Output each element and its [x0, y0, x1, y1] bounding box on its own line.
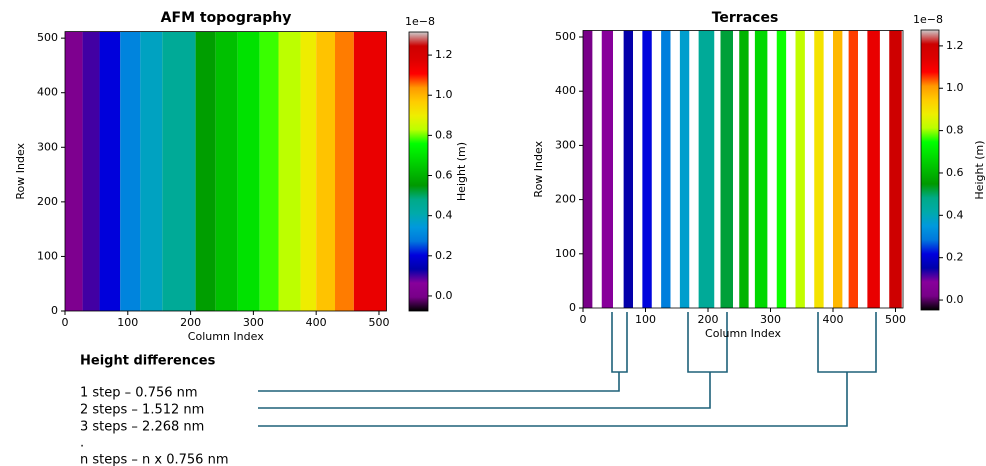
y-tick-label: 500 — [37, 31, 58, 44]
x-tick-label: 400 — [823, 313, 844, 326]
heatmap-band — [237, 31, 260, 311]
heatmap-band — [65, 31, 83, 311]
chart-title: Terraces — [712, 10, 779, 26]
heatmap-band — [195, 31, 216, 311]
y-tick-label: 400 — [555, 84, 576, 97]
heatmap-band — [776, 30, 787, 308]
note-line: . — [80, 436, 84, 451]
plot-frame — [64, 31, 387, 312]
heatmap-band — [120, 31, 141, 311]
heatmap-band — [583, 30, 593, 308]
note-line: 1 step – 0.756 nm — [80, 386, 198, 401]
heatmap-band — [300, 31, 317, 311]
heatmap-band — [601, 30, 613, 308]
x-tick-label: 100 — [635, 313, 656, 326]
heatmap-band — [679, 30, 690, 308]
note-line: 3 steps – 2.268 nm — [80, 420, 204, 435]
x-tick-label: 0 — [580, 313, 587, 326]
x-tick-label: 500 — [368, 316, 389, 329]
heatmap-band — [698, 30, 715, 308]
heatmap-band — [814, 30, 824, 308]
colorbar-tick-label: 0.4 — [946, 208, 964, 221]
colorbar-tick-label: 1.0 — [946, 81, 964, 94]
colorbar-tick-label: 1.2 — [946, 39, 964, 52]
note-line: n steps – n x 0.756 nm — [80, 453, 228, 466]
colorbar-tick-label: 1.2 — [435, 48, 453, 61]
colorbar-tick-label: 0.2 — [435, 249, 453, 262]
colorbar-tick-label: 0.8 — [946, 124, 964, 137]
x-tick-label: 300 — [243, 316, 264, 329]
heatmap-band — [162, 31, 196, 311]
x-tick-label: 100 — [117, 316, 138, 329]
heatmap-band — [353, 31, 387, 311]
heatmap-band — [720, 30, 733, 308]
y-tick-label: 100 — [37, 249, 58, 262]
colorbar-label: Height (m) — [455, 142, 468, 201]
heatmap-band — [215, 31, 238, 311]
colorbar-offset: 1e−8 — [913, 13, 943, 26]
colorbar — [408, 31, 429, 312]
y-tick-label: 0 — [51, 304, 58, 317]
colorbar-offset: 1e−8 — [405, 15, 435, 28]
heatmap-band — [82, 31, 100, 311]
heatmap-band — [833, 30, 843, 308]
notes-heading: Height differences — [80, 354, 216, 369]
heatmap-band — [99, 31, 121, 311]
heatmap-band — [848, 30, 858, 308]
heatmap-band — [278, 31, 301, 311]
heatmap-band — [623, 30, 633, 308]
chart-title: AFM topography — [161, 10, 292, 26]
colorbar-tick-label: 0.4 — [435, 209, 453, 222]
colorbar — [920, 29, 940, 311]
y-tick-label: 100 — [555, 247, 576, 260]
colorbar-tick-label: 0.8 — [435, 128, 453, 141]
heatmap-band — [316, 31, 336, 311]
colorbar-tick-label: 1.0 — [435, 88, 453, 101]
plot-frame — [582, 30, 904, 309]
y-axis-label: Row Index — [14, 142, 27, 199]
x-tick-label: 200 — [180, 316, 201, 329]
colorbar-label: Height (m) — [973, 140, 986, 199]
heatmap-band — [739, 30, 749, 308]
x-tick-label: 200 — [698, 313, 719, 326]
y-tick-label: 400 — [37, 86, 58, 99]
colorbar-tick-label: 0.6 — [946, 166, 964, 179]
heatmap-band — [754, 30, 768, 308]
bracket-annotations — [258, 312, 877, 427]
y-tick-label: 200 — [555, 193, 576, 206]
heatmap-band — [867, 30, 880, 308]
y-tick-label: 300 — [37, 140, 58, 153]
colorbar-tick-label: 0.2 — [946, 251, 964, 264]
y-axis-label: Row Index — [532, 140, 545, 197]
y-tick-label: 0 — [569, 301, 576, 314]
x-tick-label: 500 — [885, 313, 906, 326]
heatmap-band — [642, 30, 652, 308]
y-tick-label: 500 — [555, 30, 576, 43]
colorbar-tick-label: 0.0 — [435, 289, 453, 302]
x-axis-label: Column Index — [705, 327, 781, 340]
x-tick-label: 400 — [306, 316, 327, 329]
heatmap-band — [661, 30, 671, 308]
y-tick-label: 200 — [37, 195, 58, 208]
colorbar-tick-label: 0.0 — [946, 293, 964, 306]
x-tick-label: 300 — [760, 313, 781, 326]
heatmap-band — [889, 30, 902, 308]
x-tick-label: 0 — [62, 316, 69, 329]
x-axis-label: Column Index — [188, 330, 264, 343]
heatmap-band — [795, 30, 805, 308]
y-tick-label: 300 — [555, 138, 576, 151]
colorbar-tick-label: 0.6 — [435, 169, 453, 182]
heatmap-band — [335, 31, 354, 311]
heatmap-band — [140, 31, 163, 311]
note-line: 2 steps – 1.512 nm — [80, 403, 204, 418]
heatmap-band — [259, 31, 279, 311]
